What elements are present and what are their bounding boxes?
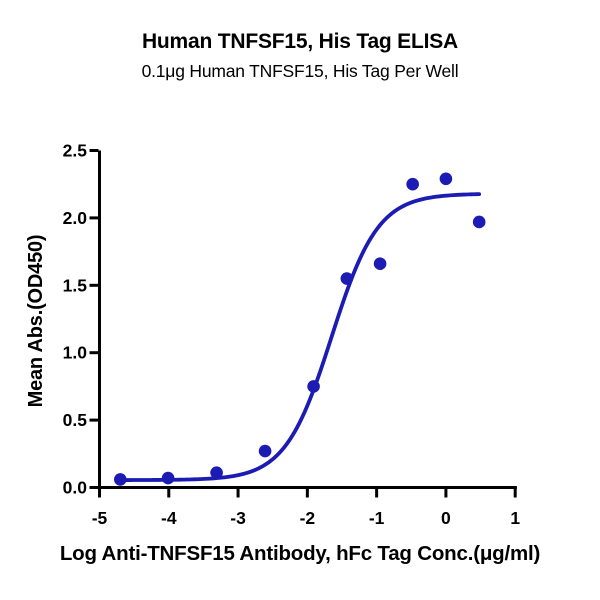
x-tick-label: 1	[510, 508, 520, 528]
data-point	[439, 172, 453, 186]
x-tick-label: -1	[369, 508, 385, 528]
chart-subtitle: 0.1μg Human TNFSF15, His Tag Per Well	[141, 61, 459, 81]
x-axis-label: Log Anti-TNFSF15 Antibody, hFc Tag Conc.…	[59, 542, 541, 565]
data-point	[258, 444, 272, 458]
y-tick-label: 0.0	[63, 478, 88, 498]
data-point	[113, 473, 127, 486]
y-tick-label: 2.5	[63, 141, 88, 161]
x-tick-label: -4	[161, 508, 177, 528]
data-point	[472, 215, 486, 229]
x-tick-label: 0	[441, 508, 451, 528]
y-tick-label: 2.0	[63, 208, 88, 228]
y-tick-label: 1.5	[63, 275, 88, 295]
y-tick-label: 0.5	[63, 410, 88, 430]
x-tick-label: -5	[92, 508, 108, 528]
data-point	[406, 177, 419, 191]
data-point	[340, 272, 354, 285]
fit-curve	[118, 192, 482, 482]
y-tick-label: 1.0	[63, 343, 88, 363]
data-point	[373, 257, 387, 271]
y-axis-label: Mean Abs.(OD450)	[25, 234, 47, 408]
data-point	[210, 466, 223, 479]
chart-title: Human TNFSF15, His Tag ELISA	[141, 30, 459, 53]
x-tick-label: -3	[230, 508, 246, 528]
data-point	[307, 380, 320, 393]
data-point	[161, 471, 175, 485]
x-tick-label: -2	[300, 508, 316, 528]
